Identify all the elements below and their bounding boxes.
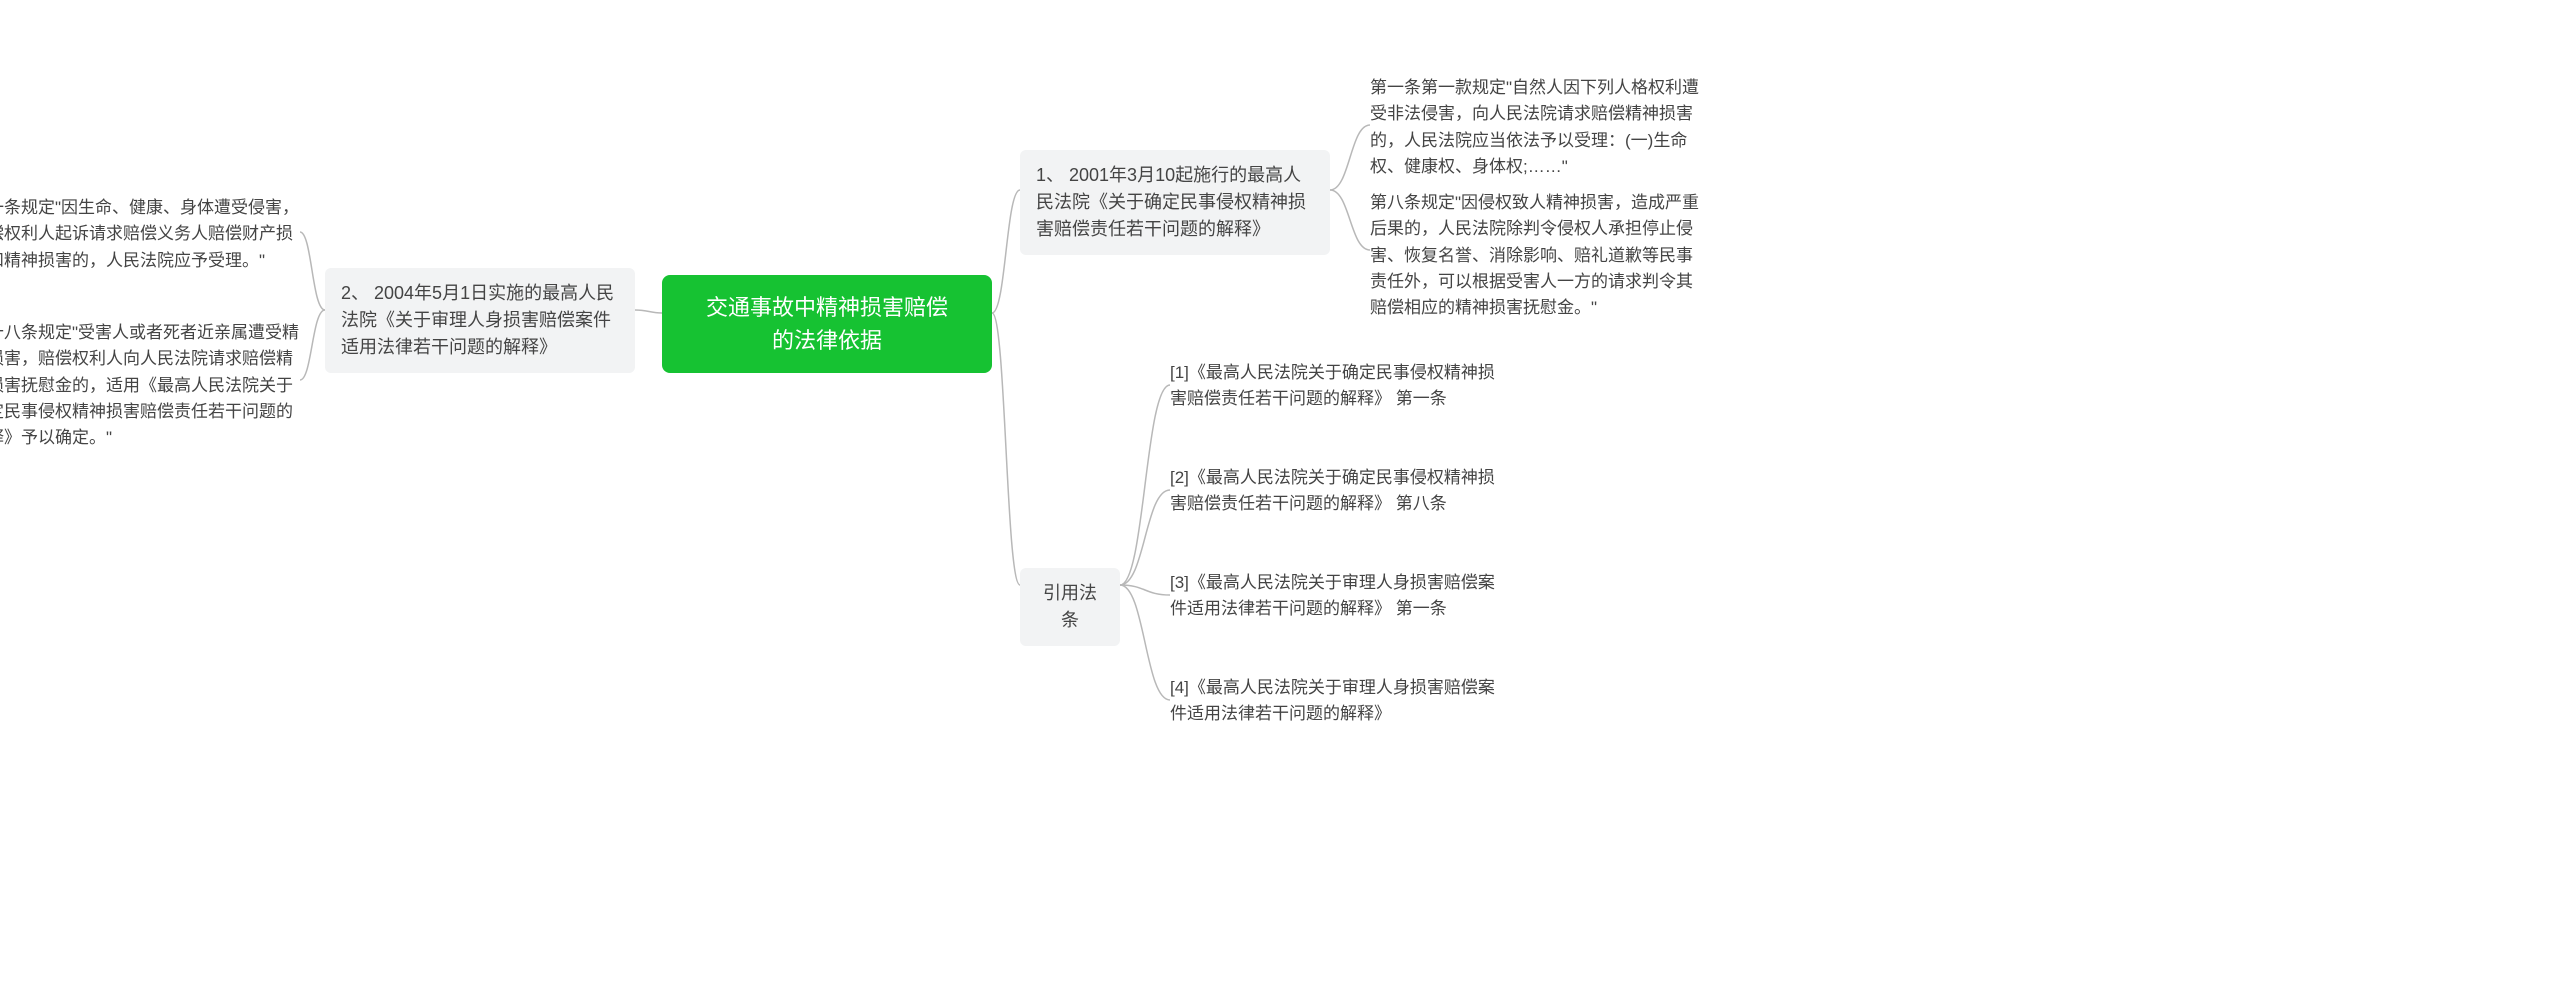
left-leaf-1[interactable]: 第一条规定"因生命、健康、身体遭受侵害，赔偿权利人起诉请求赔偿义务人赔偿财产损失… <box>0 195 300 274</box>
root-node[interactable]: 交通事故中精神损害赔偿 的法律依据 <box>662 275 992 373</box>
left-branch-node[interactable]: 2、 2004年5月1日实施的最高人民法院《关于审理人身损害赔偿案件适用法律若干… <box>325 268 635 373</box>
mindmap-container: 交通事故中精神损害赔偿 的法律依据 2、 2004年5月1日实施的最高人民法院《… <box>0 0 2560 987</box>
right1-leaf-1[interactable]: 第一条第一款规定"自然人因下列人格权利遭受非法侵害，向人民法院请求赔偿精神损害的… <box>1370 75 1700 180</box>
right-branch-2-label: 引用法条 <box>1043 583 1097 630</box>
left-leaf-1-text: 第一条规定"因生命、健康、身体遭受侵害，赔偿权利人起诉请求赔偿义务人赔偿财产损失… <box>0 198 299 270</box>
right1-leaf-2[interactable]: 第八条规定"因侵权致人精神损害，造成严重后果的，人民法院除判令侵权人承担停止侵害… <box>1370 190 1700 322</box>
root-line1: 交通事故中精神损害赔偿 <box>684 291 970 324</box>
right2-leaf-3[interactable]: [3]《最高人民法院关于审理人身损害赔偿案件适用法律若干问题的解释》 第一条 <box>1170 570 1500 623</box>
right-branch-2-node[interactable]: 引用法条 <box>1020 568 1120 646</box>
left-branch-label: 2、 2004年5月1日实施的最高人民法院《关于审理人身损害赔偿案件适用法律若干… <box>341 283 614 357</box>
right1-leaf-2-text: 第八条规定"因侵权致人精神损害，造成严重后果的，人民法院除判令侵权人承担停止侵害… <box>1370 193 1699 317</box>
right-branch-1-node[interactable]: 1、 2001年3月10起施行的最高人民法院《关于确定民事侵权精神损害赔偿责任若… <box>1020 150 1330 255</box>
right-branch-1-label: 1、 2001年3月10起施行的最高人民法院《关于确定民事侵权精神损害赔偿责任若… <box>1036 165 1306 239</box>
right2-leaf-2[interactable]: [2]《最高人民法院关于确定民事侵权精神损害赔偿责任若干问题的解释》 第八条 <box>1170 465 1500 518</box>
right2-leaf-4[interactable]: [4]《最高人民法院关于审理人身损害赔偿案件适用法律若干问题的解释》 <box>1170 675 1500 728</box>
right2-leaf-2-text: [2]《最高人民法院关于确定民事侵权精神损害赔偿责任若干问题的解释》 第八条 <box>1170 468 1495 513</box>
right2-leaf-1[interactable]: [1]《最高人民法院关于确定民事侵权精神损害赔偿责任若干问题的解释》 第一条 <box>1170 360 1500 413</box>
right1-leaf-1-text: 第一条第一款规定"自然人因下列人格权利遭受非法侵害，向人民法院请求赔偿精神损害的… <box>1370 78 1699 176</box>
right2-leaf-3-text: [3]《最高人民法院关于审理人身损害赔偿案件适用法律若干问题的解释》 第一条 <box>1170 573 1495 618</box>
right2-leaf-4-text: [4]《最高人民法院关于审理人身损害赔偿案件适用法律若干问题的解释》 <box>1170 678 1495 723</box>
root-line2: 的法律依据 <box>684 324 970 357</box>
right2-leaf-1-text: [1]《最高人民法院关于确定民事侵权精神损害赔偿责任若干问题的解释》 第一条 <box>1170 363 1495 408</box>
left-leaf-2-text: 第十八条规定"受害人或者死者近亲属遭受精神损害，赔偿权利人向人民法院请求赔偿精神… <box>0 323 299 447</box>
left-leaf-2[interactable]: 第十八条规定"受害人或者死者近亲属遭受精神损害，赔偿权利人向人民法院请求赔偿精神… <box>0 320 300 452</box>
